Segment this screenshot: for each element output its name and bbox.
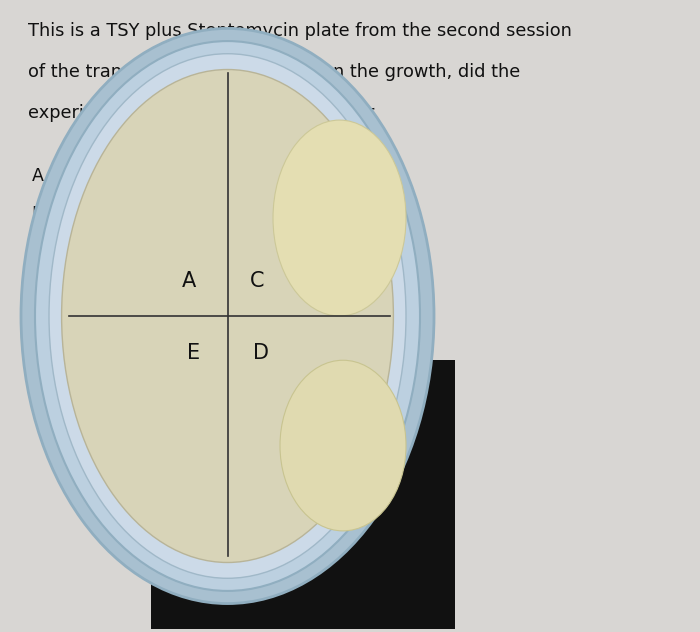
Ellipse shape xyxy=(280,360,406,531)
Text: C. Strep sensitive cells: C. Strep sensitive cells xyxy=(32,243,230,261)
Text: A: A xyxy=(182,271,196,291)
Ellipse shape xyxy=(21,28,434,604)
Ellipse shape xyxy=(62,70,393,562)
Ellipse shape xyxy=(49,54,406,578)
Text: D: D xyxy=(253,343,269,363)
Text: of the transformation lab. Based on the growth, did the: of the transformation lab. Based on the … xyxy=(28,63,520,81)
Bar xyxy=(150,360,455,629)
Ellipse shape xyxy=(35,41,420,591)
Text: E: E xyxy=(188,343,200,363)
Text: This is a TSY plus Steptomycin plate from the second session: This is a TSY plus Steptomycin plate fro… xyxy=(28,22,572,40)
Bar xyxy=(52,360,455,629)
Text: E. Strep sensitive cells +DNase + DNA: E. Strep sensitive cells +DNase + DNA xyxy=(32,319,370,337)
Text: C: C xyxy=(250,271,264,291)
Text: experiment work? Explain your answer.: experiment work? Explain your answer. xyxy=(28,104,379,122)
Text: B. DNA: B. DNA xyxy=(32,205,93,223)
Ellipse shape xyxy=(273,120,406,316)
Text: D. Strep resistant cells: D. Strep resistant cells xyxy=(32,281,229,299)
Text: A.  Strep sensitive cells + DNA: A. Strep sensitive cells + DNA xyxy=(32,167,298,185)
